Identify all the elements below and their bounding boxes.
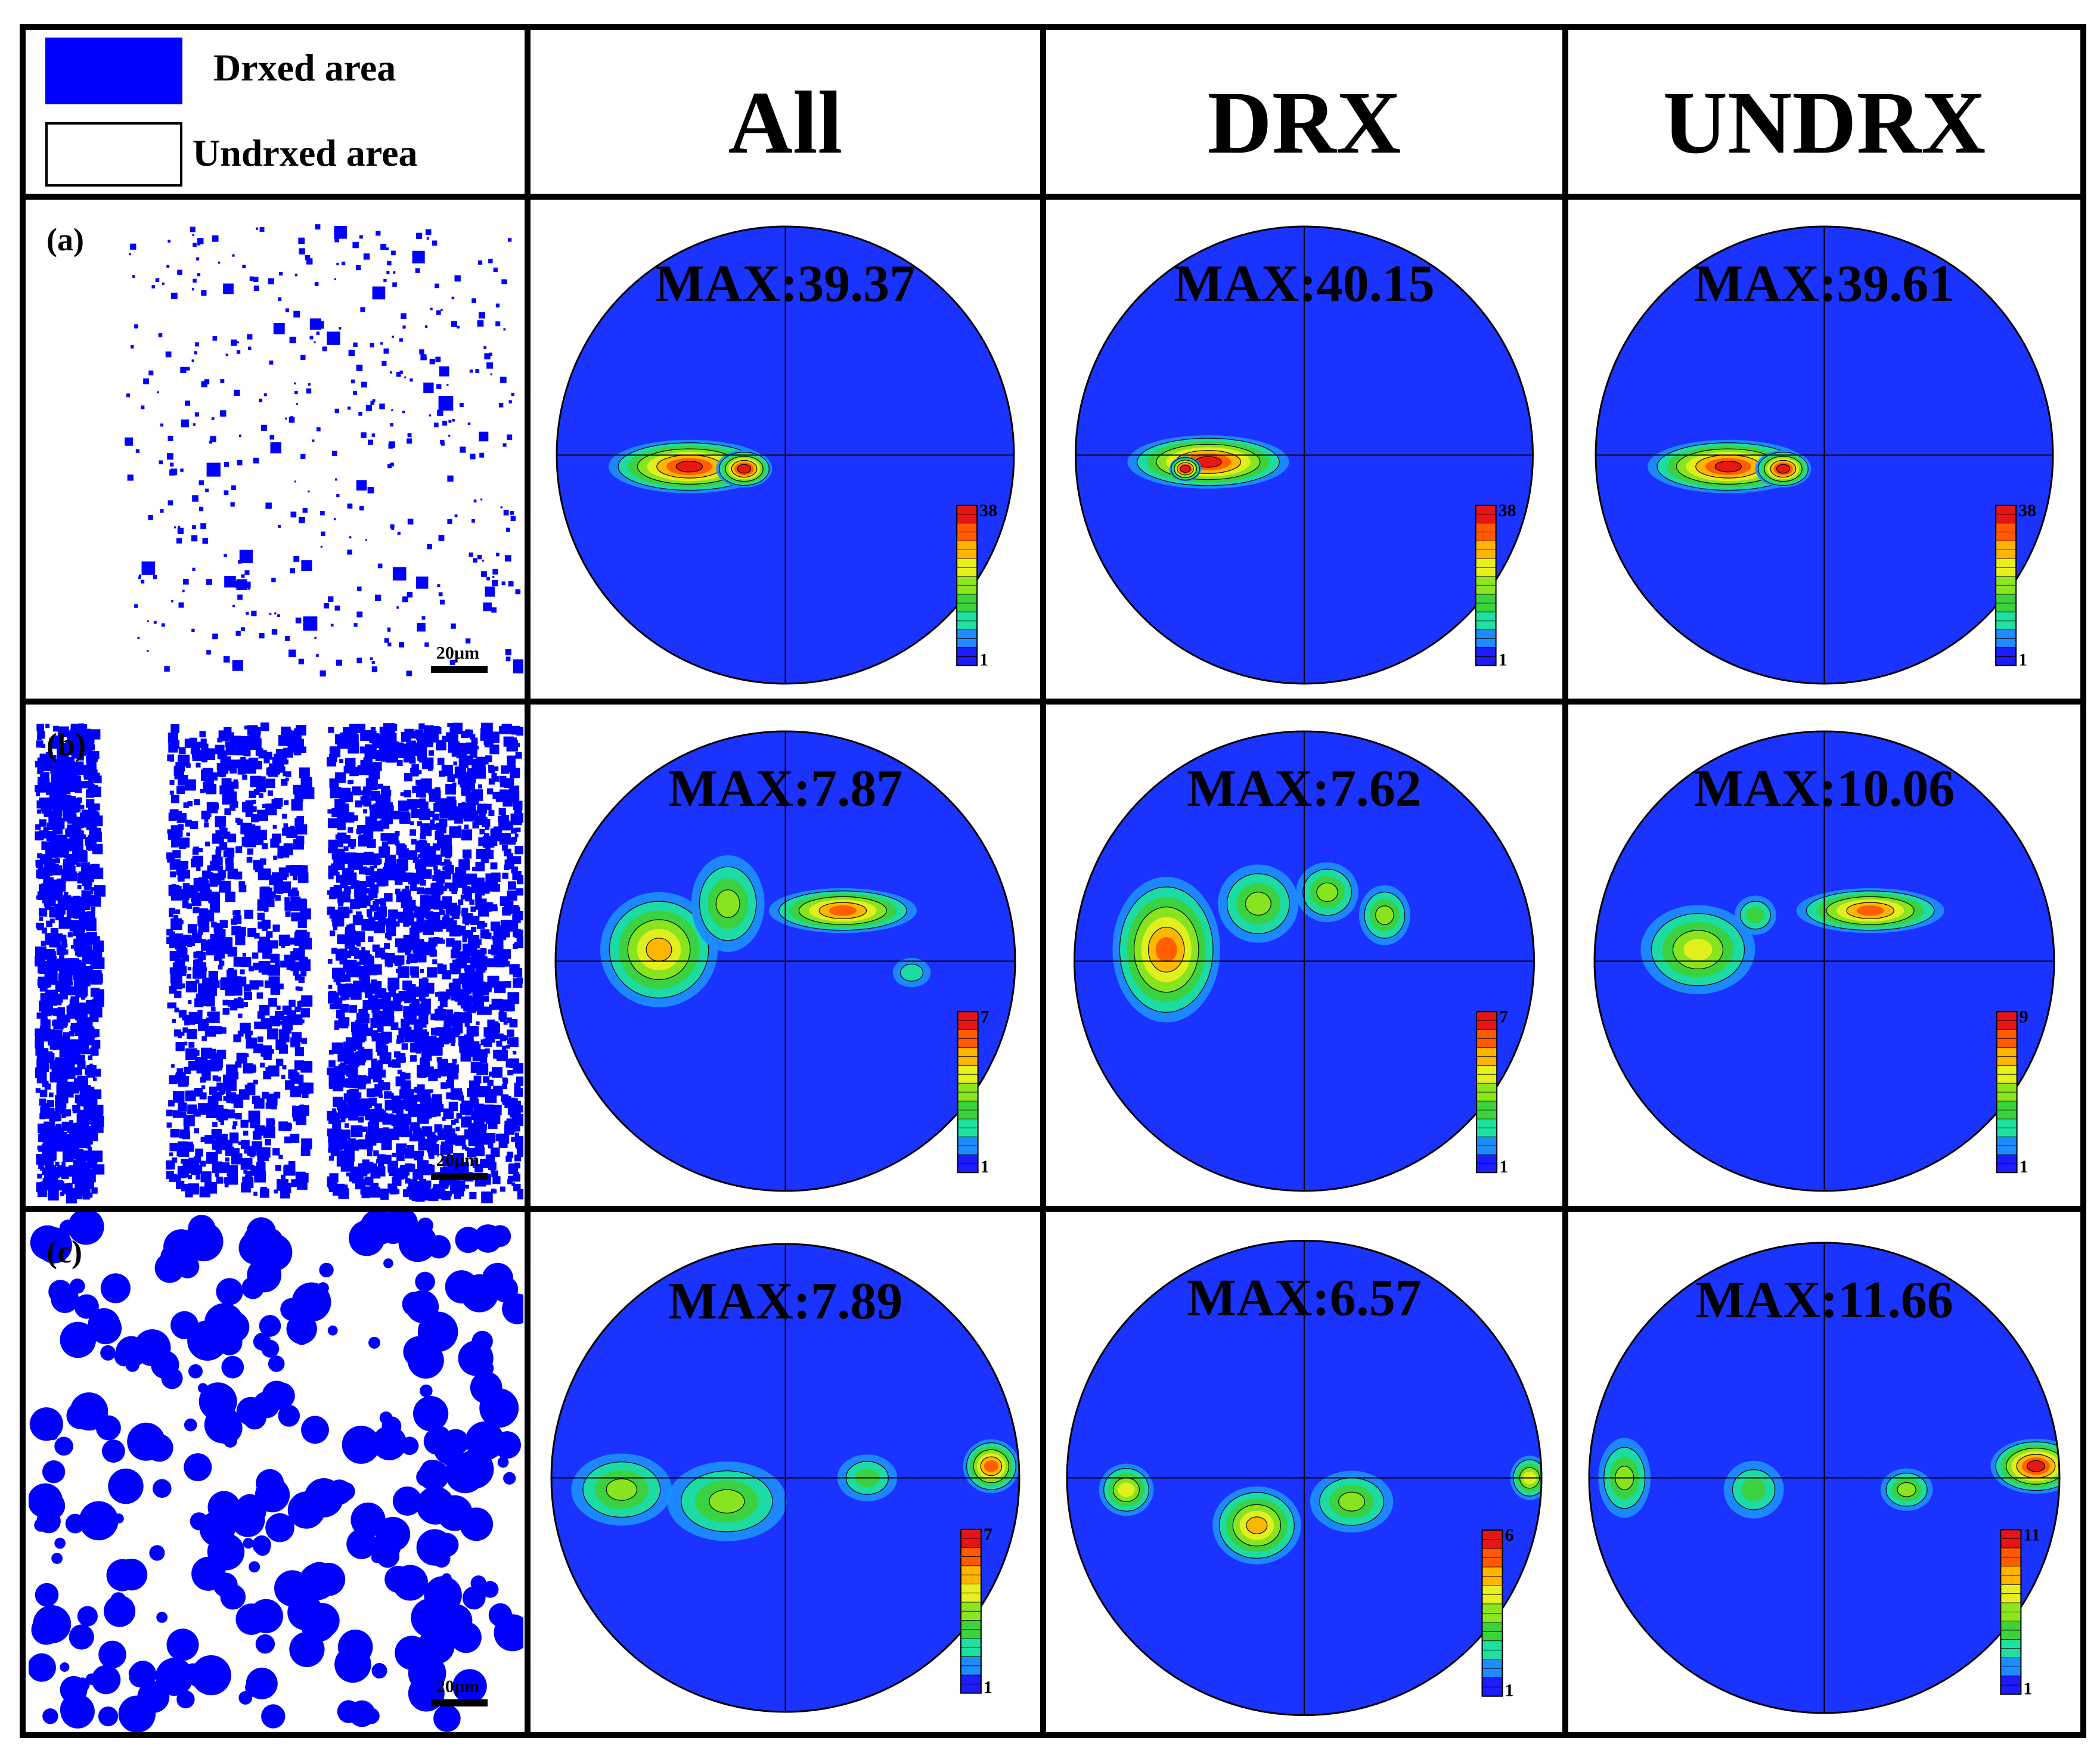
intensity-contours bbox=[1598, 1438, 2059, 1519]
microstructure-map-b: 20µm (b) bbox=[29, 705, 529, 1206]
scale-min-label: 1 bbox=[984, 1678, 992, 1698]
row-label: (b) bbox=[46, 727, 86, 762]
color-scale-bar bbox=[1475, 504, 1497, 666]
row-label: (c) bbox=[46, 1234, 82, 1270]
color-scale-bar bbox=[1481, 1529, 1503, 1697]
intensity-contours bbox=[600, 855, 931, 1007]
row-label: (a) bbox=[46, 222, 84, 257]
scale-min-label: 1 bbox=[979, 650, 988, 669]
pole-figure-b-drx: MAX:7.62 7 1 bbox=[1046, 705, 1562, 1206]
color-scale-bar bbox=[960, 1528, 982, 1694]
microstructure-map-c: 20µm (c) bbox=[27, 1206, 533, 1733]
max-intensity-label: MAX:40.15 bbox=[1174, 255, 1434, 313]
drxed-label: Drxed area bbox=[213, 46, 396, 89]
color-scale-bar bbox=[956, 504, 978, 666]
scale-min-label: 1 bbox=[2023, 1678, 2032, 1698]
pole-figure-a-all: MAX:39.37 38 1 bbox=[531, 200, 1040, 699]
scale-bar bbox=[431, 666, 488, 673]
header-drx-text: DRX bbox=[1207, 73, 1401, 172]
scale-min-label: 1 bbox=[1499, 650, 1507, 669]
color-scale-bar bbox=[957, 1011, 979, 1174]
microstructure-map-a: 20µm (a) bbox=[29, 200, 527, 699]
color-scale-bar bbox=[2000, 1529, 2022, 1695]
scale-bar bbox=[431, 1173, 488, 1180]
max-intensity-label: MAX:10.06 bbox=[1694, 760, 1955, 818]
column-header-drx: DRX bbox=[1046, 30, 1562, 194]
max-intensity-label: MAX:39.37 bbox=[655, 255, 916, 313]
undrxed-swatch bbox=[45, 122, 182, 187]
column-header-all: All bbox=[531, 30, 1040, 194]
scale-max-label: 11 bbox=[2023, 1525, 2040, 1544]
scale-max-label: 6 bbox=[1505, 1525, 1514, 1545]
scale-max-label: 9 bbox=[2020, 1007, 2028, 1026]
pole-figure-b-all: MAX:7.87 7 1 bbox=[531, 705, 1040, 1206]
color-scale-bar bbox=[1995, 504, 2017, 666]
intensity-contours bbox=[1112, 862, 1410, 1023]
column-header-undrx: UNDRX bbox=[1568, 30, 2080, 194]
scale-min-label: 1 bbox=[1499, 1157, 1508, 1177]
intensity-contours bbox=[571, 1439, 1019, 1541]
scale-bar bbox=[431, 1699, 488, 1706]
scale-min-label: 1 bbox=[1505, 1681, 1514, 1701]
scale-min-label: 1 bbox=[2018, 650, 2027, 669]
drx-map-image: 20µm (b) bbox=[35, 722, 529, 1204]
color-scale-bar bbox=[1996, 1011, 2018, 1174]
max-intensity-label: MAX:7.89 bbox=[668, 1273, 902, 1330]
scale-max-label: 38 bbox=[2018, 501, 2036, 520]
pole-figure-c-undrx: MAX:11.66 11 1 bbox=[1568, 1212, 2080, 1732]
max-intensity-label: MAX:7.87 bbox=[668, 760, 902, 818]
scale-max-label: 38 bbox=[979, 501, 997, 520]
scale-bar-label: 20µm bbox=[436, 1150, 479, 1170]
pole-figure-b-undrx: MAX:10.06 9 1 bbox=[1568, 705, 2080, 1206]
drx-map-image: 20µm (c) bbox=[27, 1206, 533, 1733]
max-intensity-label: MAX:39.61 bbox=[1694, 255, 1955, 313]
legend: Drxed area Undrxed area bbox=[29, 33, 523, 194]
drxed-swatch bbox=[45, 38, 182, 104]
max-intensity-label: MAX:11.66 bbox=[1695, 1271, 1953, 1329]
scale-min-label: 1 bbox=[981, 1157, 989, 1177]
drx-map-image: 20µm (a) bbox=[46, 222, 527, 677]
intensity-contours bbox=[1099, 1456, 1541, 1565]
pole-figure-c-all: MAX:7.89 7 1 bbox=[531, 1212, 1040, 1732]
color-scale-bar bbox=[1476, 1011, 1498, 1174]
intensity-contours bbox=[1127, 435, 1289, 489]
undrxed-label: Undrxed area bbox=[193, 132, 418, 174]
scale-max-label: 7 bbox=[984, 1525, 992, 1544]
scale-bar-label: 20µm bbox=[436, 1677, 479, 1696]
max-intensity-label: MAX:6.57 bbox=[1187, 1270, 1421, 1327]
max-intensity-label: MAX:7.62 bbox=[1187, 760, 1421, 818]
scale-max-label: 38 bbox=[1499, 501, 1516, 520]
scale-max-label: 7 bbox=[981, 1007, 989, 1026]
scale-bar-label: 20µm bbox=[436, 643, 479, 663]
intensity-contours bbox=[1640, 888, 1944, 994]
header-all-text: All bbox=[728, 73, 843, 172]
intensity-contours bbox=[608, 439, 773, 494]
pole-figure-a-drx: MAX:40.15 38 1 bbox=[1046, 200, 1562, 699]
scale-max-label: 7 bbox=[1499, 1007, 1508, 1026]
pole-figure-c-drx: MAX:6.57 6 1 bbox=[1046, 1212, 1562, 1732]
pole-figure-a-undrx: MAX:39.61 38 1 bbox=[1568, 200, 2080, 699]
scale-min-label: 1 bbox=[2020, 1157, 2028, 1177]
header-undrx-text: UNDRX bbox=[1662, 73, 1986, 172]
